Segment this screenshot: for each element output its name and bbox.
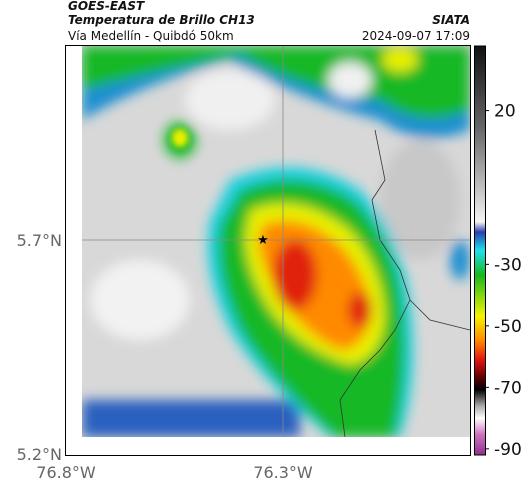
x-tick-label: 76.8°W: [36, 463, 96, 482]
satellite-image: [82, 46, 470, 437]
colorbar-ticks: 20 -30 -50 -70 -90: [485, 102, 522, 460]
title: GOES-EAST: [68, 0, 145, 13]
y-tick-label: 5.2°N: [17, 445, 62, 464]
x-tick-label: 76.3°W: [253, 463, 313, 482]
colorbar-tick-label: -50: [494, 317, 522, 337]
colorbar: [474, 45, 486, 456]
datetime: 2024-09-07 17:09: [362, 29, 470, 43]
colorbar-tick-label: -70: [494, 378, 522, 398]
colorbar-tick-label: -30: [494, 255, 522, 275]
y-tick-label: 5.7°N: [17, 231, 62, 250]
map-frame: [65, 45, 471, 456]
colorbar-tick-label: 20: [494, 102, 516, 122]
colorbar-tick-label: -90: [494, 440, 522, 460]
subtitle: Temperatura de Brillo CH13: [68, 13, 255, 27]
source: SIATA: [432, 13, 470, 27]
star-marker: ★: [257, 233, 269, 248]
location: Vía Medellín - Quibdó 50km: [68, 29, 234, 43]
